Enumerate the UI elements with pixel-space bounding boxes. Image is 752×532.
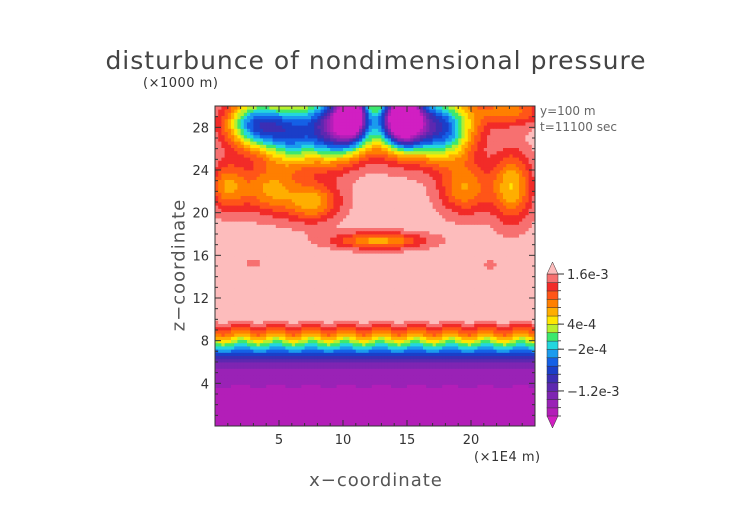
colorbar-segment bbox=[546, 298, 559, 308]
colorbar-segment bbox=[546, 373, 559, 384]
x-tick-label: 20 bbox=[463, 433, 480, 448]
colorbar-segment bbox=[546, 282, 559, 292]
x-tick-label: 5 bbox=[275, 433, 283, 448]
colorbar-tick-label: 4e-4 bbox=[567, 318, 596, 333]
x-tick-label: 10 bbox=[335, 433, 352, 448]
x-axis-unit: (×1E4 m) bbox=[474, 450, 541, 465]
colorbar-segment bbox=[546, 390, 559, 400]
colorbar-segment bbox=[546, 365, 559, 375]
colorbar-tick-label: −2e-4 bbox=[567, 343, 607, 358]
y-tick-label: 28 bbox=[192, 121, 209, 136]
y-tick-label: 8 bbox=[201, 335, 209, 350]
y-tick-label: 4 bbox=[201, 377, 209, 392]
colorbar-segment bbox=[546, 399, 559, 409]
colorbar-segment bbox=[546, 357, 559, 367]
x-tick-label: 15 bbox=[399, 433, 416, 448]
colorbar-segment bbox=[546, 382, 559, 392]
colorbar-tick-label: 1.6e-3 bbox=[567, 268, 609, 283]
x-axis-label: x−coordinate bbox=[309, 470, 443, 491]
y-axis-unit: (×1000 m) bbox=[143, 76, 219, 91]
colorbar: 1.6e-3 4e-4 −2e-4 −1.2e-3 bbox=[546, 261, 620, 429]
colorbar-segment bbox=[546, 332, 559, 342]
colorbar-tick-label: −1.2e-3 bbox=[567, 385, 620, 400]
y-tick-label: 16 bbox=[192, 249, 209, 264]
colorbar-segment bbox=[546, 348, 559, 359]
pressure-field bbox=[215, 106, 535, 426]
axes: 5 10 15 20 4 8 12 16 20 24 28 bbox=[192, 106, 535, 448]
colorbar-segment bbox=[546, 290, 559, 300]
colorbar-segment bbox=[546, 307, 559, 317]
colorbar-segment bbox=[546, 323, 559, 334]
colorbar-segment bbox=[546, 315, 559, 325]
y-tick-label: 24 bbox=[192, 164, 209, 179]
colorbar-segment bbox=[546, 340, 559, 350]
colorbar-min-arrow bbox=[546, 415, 559, 429]
chart-title: disturbunce of nondimensional pressure bbox=[105, 46, 647, 75]
colorbar-segment bbox=[546, 273, 559, 283]
colorbar-max-arrow bbox=[546, 261, 559, 275]
annotation-y-position: y=100 m bbox=[540, 104, 596, 118]
y-tick-label: 12 bbox=[192, 292, 209, 307]
y-tick-label: 20 bbox=[192, 207, 209, 222]
annotation-time: t=11100 sec bbox=[540, 120, 617, 134]
colorbar-segment bbox=[546, 407, 559, 417]
